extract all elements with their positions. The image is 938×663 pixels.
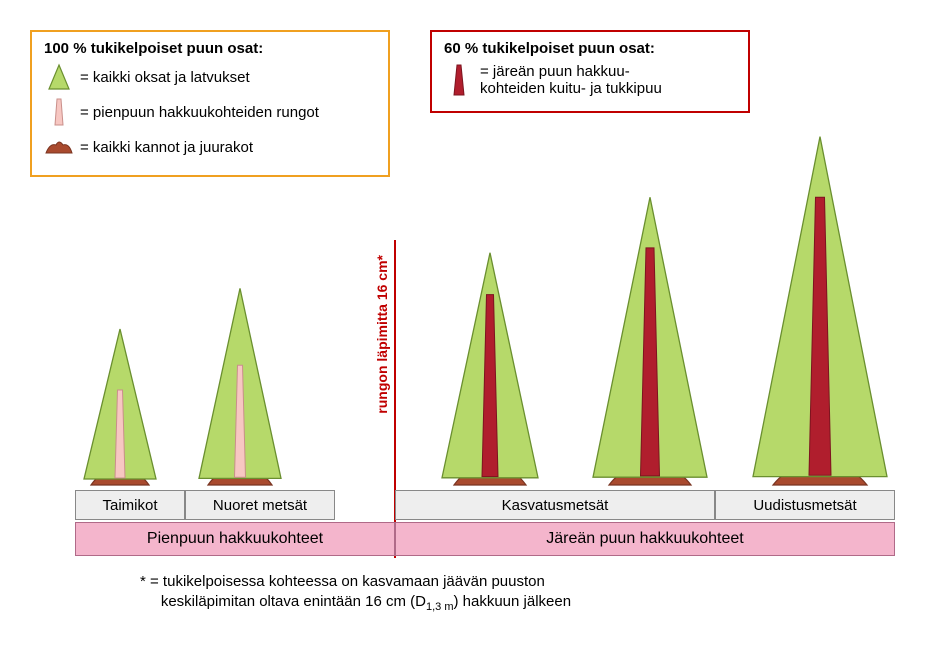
footnote-line2-post: ) hakkuun jälkeen: [453, 593, 571, 610]
category-cell: Nuoret metsät: [185, 490, 335, 520]
category-cell: Kasvatusmetsät: [395, 490, 715, 520]
footnote-sub: 1,3 m: [426, 601, 454, 613]
legend-100-row-stump: = kaikki kannot ja juurakot: [44, 133, 376, 161]
crown-icon: [44, 63, 74, 91]
small-trunk-icon: [44, 97, 74, 127]
category-cell: Taimikot: [75, 490, 185, 520]
legend-60-row-largetrunk: = järeän puun hakkuu- kohteiden kuitu- j…: [444, 63, 736, 97]
legend-100-row3-text: = kaikki kannot ja juurakot: [80, 139, 253, 156]
large-trunk-icon: [444, 63, 474, 97]
legend-100-row-crown: = kaikki oksat ja latvukset: [44, 63, 376, 91]
legend-60-title: 60 % tukikelpoiset puun osat:: [444, 40, 736, 57]
legend-100-row-smalltrunk: = pienpuun hakkuukohteiden rungot: [44, 97, 376, 127]
legend-60: 60 % tukikelpoiset puun osat: = järeän p…: [430, 30, 750, 113]
legend-100-row1-text: = kaikki oksat ja latvukset: [80, 69, 250, 86]
legend-60-row1-text: = järeän puun hakkuu- kohteiden kuitu- j…: [480, 63, 662, 97]
diameter-divider-label: rungon läpimitta 16 cm*: [374, 255, 390, 414]
category-cell: Uudistusmetsät: [715, 490, 895, 520]
legend-100-row2-text: = pienpuun hakkuukohteiden rungot: [80, 104, 319, 121]
stump-icon: [44, 139, 74, 155]
footnote-line2-pre: keskiläpimitan oltava enintään 16 cm (D: [140, 593, 426, 610]
harvest-category-cell: Pienpuun hakkuukohteet: [75, 522, 395, 556]
legend-100: 100 % tukikelpoiset puun osat: = kaikki …: [30, 30, 390, 177]
harvest-category-cell: Järeän puun hakkuukohteet: [395, 522, 895, 556]
legend-100-title: 100 % tukikelpoiset puun osat:: [44, 40, 376, 57]
footnote-line1: * = tukikelpoisessa kohteessa on kasvama…: [140, 573, 545, 590]
footnote: * = tukikelpoisessa kohteessa on kasvama…: [140, 572, 571, 615]
